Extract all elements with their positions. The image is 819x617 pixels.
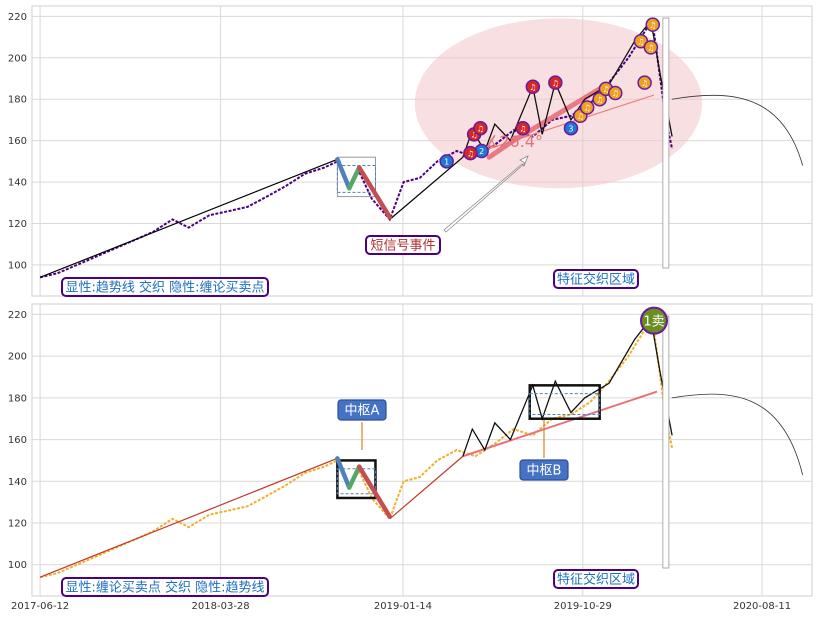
signal-marker xyxy=(473,120,488,136)
sell-point-marker xyxy=(640,306,669,335)
plot-area xyxy=(31,303,813,597)
x-tick-label: 2019-01-14 xyxy=(374,601,432,612)
feature-zone-label: 特征交织区域 xyxy=(557,572,635,588)
chart-panel-bottom: 100 120 140 160 180 200 220 2017-06-12 2018-03-2… xyxy=(8,303,813,612)
signal-marker-label: ♫ xyxy=(467,149,474,158)
legend-label: 显性:趋势线 交织 隐性:缠论买卖点 xyxy=(65,280,264,296)
y-tick-label: 180 xyxy=(8,95,27,106)
price-series-line xyxy=(39,323,674,579)
pivot-label-box xyxy=(519,459,569,481)
y-tick-label: 140 xyxy=(8,477,27,488)
signal-marker xyxy=(637,75,652,90)
signal-marker-label: ♫ xyxy=(584,104,591,113)
feature-zone-bar xyxy=(662,17,670,269)
trend-line xyxy=(462,390,658,458)
y-tick-label: 100 xyxy=(8,560,27,571)
y-tick-label: 160 xyxy=(8,435,27,446)
signal-marker-label: ♫ xyxy=(637,37,644,46)
y-tick-label: 100 xyxy=(8,260,27,271)
signal-marker xyxy=(515,120,531,136)
legend-label-box xyxy=(61,577,269,597)
outlook-arrow xyxy=(671,94,804,166)
x-tick-label: 2017-06-12 xyxy=(11,601,69,612)
trend-line xyxy=(39,457,338,578)
signal-marker xyxy=(463,145,478,161)
signal-marker xyxy=(645,17,661,32)
price-series-line xyxy=(39,25,674,279)
y-tick-label: 220 xyxy=(8,310,27,321)
trend-line xyxy=(389,455,464,520)
short-signal-arrow xyxy=(443,155,529,233)
y-tick-label: 120 xyxy=(8,219,27,230)
signal-marker-label: ♫ xyxy=(602,85,609,94)
trend-line xyxy=(389,156,464,220)
signal-marker xyxy=(525,79,541,95)
signal-marker-label: ♫ xyxy=(577,112,584,121)
signal-marker-label: ♫ xyxy=(477,124,484,133)
bi-stroke xyxy=(346,165,362,191)
highlight-ellipse xyxy=(414,18,703,189)
pivot-label: 中枢A xyxy=(345,404,380,419)
trend-line xyxy=(462,94,655,158)
signal-marker xyxy=(563,120,579,136)
bi-stroke xyxy=(335,456,352,490)
x-tick-label: 2018-03-28 xyxy=(192,601,250,612)
signal-marker-label: ♫ xyxy=(529,83,536,92)
legend-label-box xyxy=(61,277,269,297)
pivot-box-inner xyxy=(336,165,376,193)
signal-marker-label: ♫ xyxy=(641,79,648,88)
short-signal-label-box xyxy=(365,235,441,255)
legend-label: 显性:缠论买卖点 交织 隐性:趋势线 xyxy=(65,580,264,596)
feature-zone-bar xyxy=(662,315,670,569)
feature-zone-label-box xyxy=(553,269,639,289)
bi-stroke xyxy=(335,157,352,191)
highlight-line xyxy=(486,138,516,160)
bi-stroke xyxy=(356,165,393,220)
pivot-label-box xyxy=(337,399,387,421)
pivot-box xyxy=(528,384,601,420)
y-tick-label: 220 xyxy=(8,12,27,23)
signal-marker-label: ♫ xyxy=(596,95,603,104)
signal-marker-label: 1 xyxy=(444,158,449,167)
signal-marker-label: 2 xyxy=(479,147,484,156)
y-tick-label: 180 xyxy=(8,393,27,404)
y-tick-label: 140 xyxy=(8,178,27,189)
signal-marker xyxy=(643,40,659,55)
signal-marker xyxy=(548,75,563,90)
pivot-label: 中枢B xyxy=(527,464,562,479)
signal-marker xyxy=(608,85,623,101)
x-tick-label: 2019-10-29 xyxy=(554,601,612,612)
trend-line xyxy=(39,158,338,278)
angle-label: ∡26.4° xyxy=(485,132,543,151)
bi-stroke xyxy=(346,464,362,490)
signal-marker-label: 3 xyxy=(568,124,573,133)
sell-point-label: 1卖 xyxy=(643,315,664,330)
signal-marker-label: ♫ xyxy=(471,131,478,140)
short-signal-label: 短信号事件 xyxy=(370,239,435,254)
signal-marker xyxy=(592,91,607,107)
y-tick-label: 160 xyxy=(8,136,27,147)
signal-marker-label: ♫ xyxy=(612,89,619,98)
signal-marker-label: ♫ xyxy=(519,124,526,133)
pivot-box xyxy=(336,156,376,198)
signal-marker-label: ♫ xyxy=(552,79,559,88)
signal-marker xyxy=(579,100,595,115)
signal-marker-label: ♫ xyxy=(649,21,656,30)
pivot-box-inner xyxy=(529,393,601,416)
feature-zone-label: 特征交织区域 xyxy=(557,272,635,288)
bi-stroke xyxy=(356,464,393,519)
feature-zone-label-box xyxy=(553,569,639,589)
y-tick-label: 200 xyxy=(8,352,27,363)
signal-marker xyxy=(439,154,454,169)
y-tick-label: 200 xyxy=(8,53,27,64)
y-tick-label: 120 xyxy=(8,519,27,530)
signal-marker-label: ♫ xyxy=(647,44,654,53)
outlook-arrow xyxy=(671,393,804,476)
pivot-box-inner xyxy=(336,468,376,495)
x-tick-label: 2020-08-11 xyxy=(733,601,791,612)
